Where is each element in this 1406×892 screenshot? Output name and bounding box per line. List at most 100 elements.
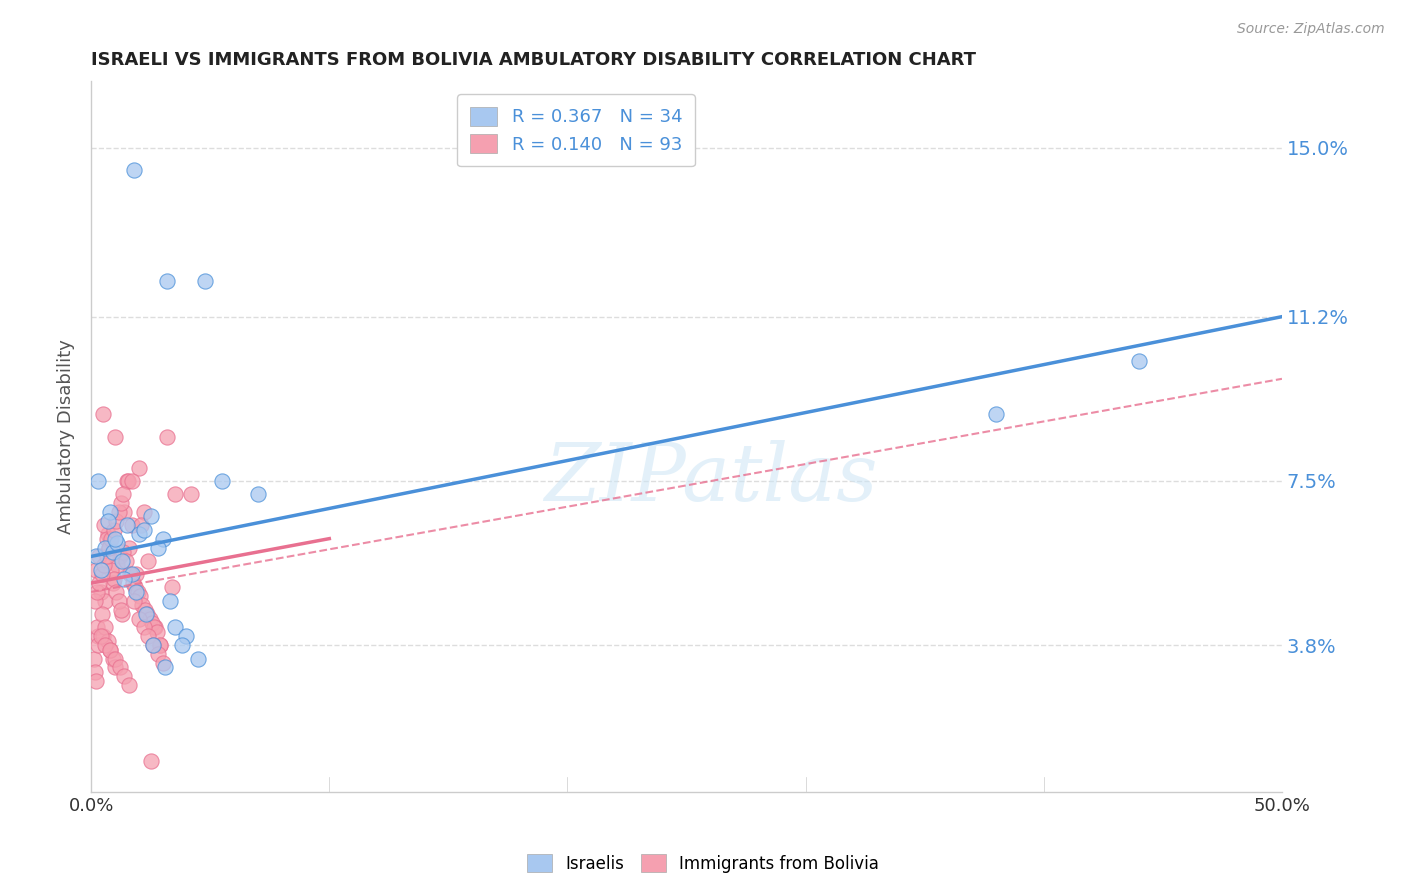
Point (121, 518, 143, 533)
Point (124, 581, 146, 595)
Point (90, 607, 112, 621)
Point (87, 474, 110, 488)
Point (108, 549, 131, 564)
Point (194, 274, 217, 288)
Point (149, 638, 172, 652)
Point (127, 585, 149, 599)
Point (105, 514, 128, 528)
Point (143, 620, 166, 634)
Point (97, 527, 120, 541)
Point (111, 607, 134, 621)
Point (83, 651, 105, 665)
Point (98, 532, 121, 546)
Point (104, 660, 127, 674)
Point (101, 576, 124, 591)
Point (187, 651, 209, 665)
Point (128, 527, 150, 541)
Point (112, 487, 135, 501)
Point (98, 642, 121, 657)
Point (96, 549, 118, 564)
Point (132, 523, 155, 537)
Point (105, 558, 128, 573)
Point (115, 474, 138, 488)
Point (84, 563, 107, 577)
Legend: Israelis, Immigrants from Bolivia: Israelis, Immigrants from Bolivia (520, 847, 886, 880)
Point (114, 669, 136, 683)
Point (103, 523, 125, 537)
Point (86, 620, 108, 634)
Point (91, 407, 114, 421)
Point (114, 554, 136, 568)
Point (139, 754, 162, 768)
Point (84, 549, 107, 564)
Point (128, 460, 150, 475)
Point (1128, 354, 1150, 368)
Point (89, 576, 111, 591)
Point (136, 607, 159, 621)
Text: ZIPatlas: ZIPatlas (544, 441, 877, 518)
Point (129, 518, 152, 533)
Point (152, 532, 174, 546)
Point (93, 558, 115, 573)
Point (87, 638, 110, 652)
Point (90, 567, 112, 582)
Point (163, 620, 186, 634)
Point (125, 585, 148, 599)
Point (93, 518, 115, 533)
Point (98, 541, 121, 555)
Point (101, 651, 124, 665)
Point (156, 429, 179, 443)
Point (136, 554, 159, 568)
Point (163, 487, 186, 501)
Point (94, 620, 117, 634)
Point (118, 541, 141, 555)
Point (86, 585, 108, 599)
Point (986, 407, 1008, 421)
Point (145, 620, 167, 634)
Point (98, 541, 121, 555)
Point (146, 647, 169, 661)
Point (160, 581, 183, 595)
Point (170, 638, 193, 652)
Point (107, 505, 129, 519)
Point (112, 545, 135, 559)
Point (104, 429, 127, 443)
Point (104, 532, 127, 546)
Point (110, 496, 132, 510)
Point (134, 602, 156, 616)
Point (108, 660, 131, 674)
Point (132, 505, 155, 519)
Point (142, 638, 165, 652)
Point (142, 638, 165, 652)
Point (100, 532, 122, 546)
Point (94, 638, 117, 652)
Point (176, 629, 198, 643)
Point (153, 660, 176, 674)
Point (135, 607, 157, 621)
Point (89, 549, 111, 564)
Point (145, 624, 167, 639)
Point (114, 572, 136, 586)
Point (83, 665, 105, 679)
Point (98, 642, 121, 657)
Point (139, 509, 162, 524)
Point (138, 611, 160, 625)
Point (180, 487, 202, 501)
Point (146, 541, 169, 555)
Point (97, 633, 120, 648)
Y-axis label: Ambulatory Disability: Ambulatory Disability (58, 339, 75, 534)
Point (91, 629, 114, 643)
Point (90, 563, 112, 577)
Point (125, 567, 148, 582)
Point (117, 474, 139, 488)
Point (98, 505, 121, 519)
Point (97, 514, 120, 528)
Point (131, 599, 153, 613)
Point (107, 594, 129, 608)
Point (94, 594, 117, 608)
Point (90, 629, 112, 643)
Point (136, 629, 159, 643)
Point (246, 487, 269, 501)
Point (211, 474, 233, 488)
Point (121, 474, 143, 488)
